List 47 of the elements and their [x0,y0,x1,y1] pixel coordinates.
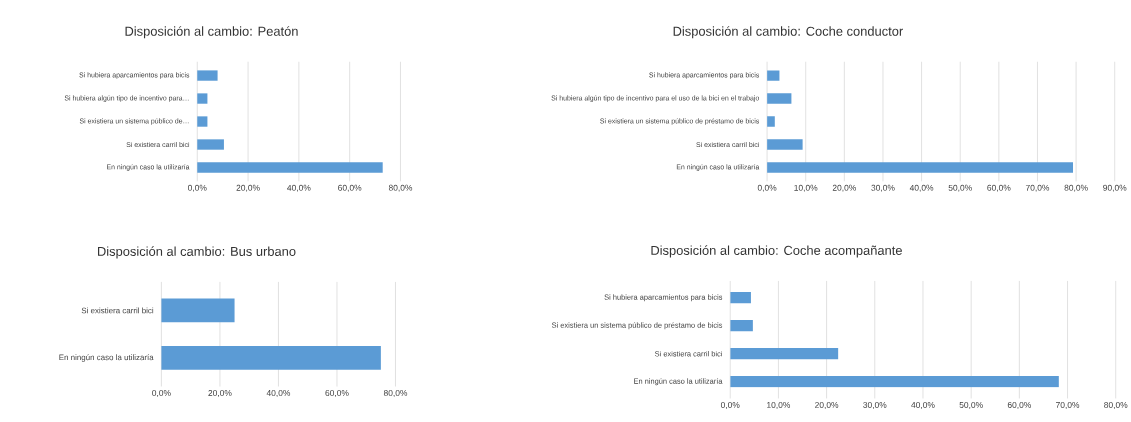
x-tick-label: 70,0% [1025,184,1050,192]
bar [730,375,1059,388]
x-tick-label: 40,0% [911,401,935,409]
x-tick-label: 60,0% [987,184,1011,192]
x-tick-label: 80,0% [1064,184,1088,192]
bar [730,347,839,360]
bar [197,116,208,127]
bar [767,93,792,104]
bar [730,291,751,304]
x-tick-label: 20,0% [832,184,856,192]
bar [730,319,753,332]
x-tick-label: 20,0% [815,401,839,409]
x-tick-label: 80,0% [1104,401,1128,409]
chart-title: Disposición al cambio: Coche conductor [673,26,903,39]
x-tick-label: 70,0% [1056,401,1080,409]
chart-title: Disposición al cambio: Peatón [125,26,298,39]
x-tick-label: 20,0% [236,184,260,192]
x-tick-label: 0,0% [152,389,171,397]
bar [197,162,383,173]
x-tick-label: 40,0% [909,184,934,192]
x-tick-label: 40,0% [287,184,311,192]
x-tick-label: 60,0% [1007,401,1032,409]
x-tick-label: 10,0% [794,184,818,192]
bar [767,139,803,150]
x-tick-label: 30,0% [863,401,887,409]
x-tick-label: 90,0% [1103,184,1127,192]
bar [197,93,208,104]
x-tick-label: 50,0% [959,401,983,409]
x-tick-label: 60,0% [325,389,349,397]
x-tick-label: 40,0% [266,389,291,397]
x-tick-label: 0,0% [757,184,777,192]
x-tick-label: 10,0% [767,401,791,409]
bar [767,70,780,81]
x-tick-label: 50,0% [948,184,972,192]
chart-title: Disposición al cambio: Bus urbano [98,246,296,259]
x-tick-label: 80,0% [388,184,413,192]
x-tick-label: 30,0% [871,184,895,192]
bar [767,162,1074,173]
x-tick-label: 0,0% [720,401,740,409]
chart-title: Disposición al cambio: Coche acompañante [651,245,902,258]
x-tick-label: 20,0% [208,389,232,397]
bar [767,116,775,127]
bar [197,139,224,150]
x-tick-label: 80,0% [383,389,408,397]
x-tick-label: 60,0% [338,184,362,192]
bar [197,70,218,81]
x-tick-label: 0,0% [187,184,207,192]
